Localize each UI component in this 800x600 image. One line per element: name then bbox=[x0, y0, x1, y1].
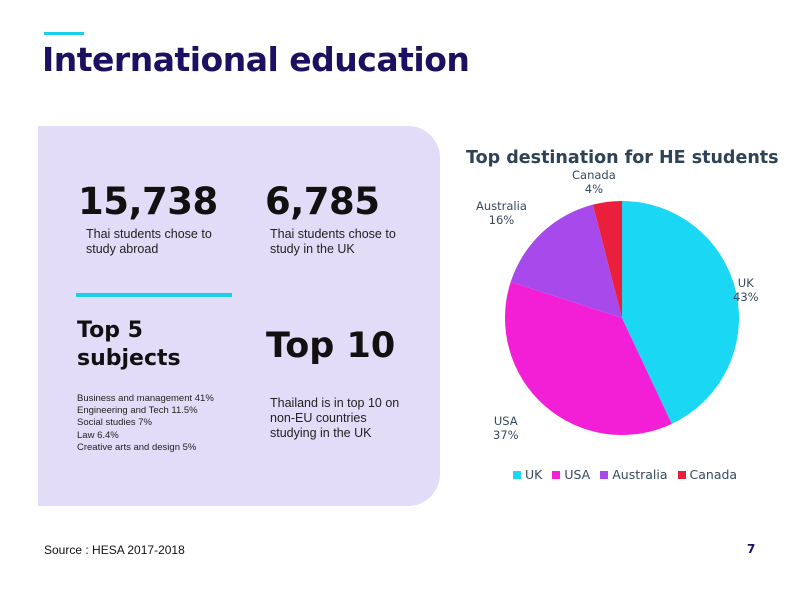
legend-item-australia: Australia bbox=[600, 467, 668, 482]
slice-percent: 43% bbox=[733, 290, 759, 304]
slice-percent: 16% bbox=[488, 213, 515, 227]
legend-swatch bbox=[513, 470, 521, 479]
slice-label-australia: Australia 16% bbox=[476, 199, 527, 227]
stat-abroad-description: Thai students chose to study abroad bbox=[86, 227, 212, 256]
legend-swatch bbox=[677, 470, 686, 479]
stat-uk-description: Thai students chose to study in the UK bbox=[270, 227, 396, 256]
slice-name: Australia bbox=[476, 199, 527, 213]
source-note: Source : HESA 2017-2018 bbox=[44, 543, 185, 557]
stat-abroad-value: 15,738 bbox=[78, 180, 218, 223]
section-divider bbox=[76, 293, 232, 297]
chart-legend: UK USA Australia Canada bbox=[513, 467, 737, 482]
subject-item: Creative arts and design 5% bbox=[77, 441, 197, 453]
slice-label-uk: UK 43% bbox=[733, 276, 759, 304]
legend-label: UK bbox=[525, 467, 543, 482]
legend-swatch bbox=[552, 470, 561, 479]
subjects-list: Business and management 41% Engineering … bbox=[77, 393, 267, 454]
legend-label: USA bbox=[564, 467, 591, 482]
slice-name: Canada bbox=[572, 168, 616, 182]
legend-item-usa: USA bbox=[552, 467, 590, 482]
pie-slice-canada bbox=[592, 201, 622, 318]
title-accent-line bbox=[44, 32, 84, 35]
top10-description: Thailand is in top 10 on non-EU countrie… bbox=[270, 396, 400, 440]
stats-panel bbox=[38, 126, 440, 506]
top10-heading: Top 10 bbox=[266, 326, 396, 366]
slice-percent: 4% bbox=[584, 182, 603, 196]
pie-slice-usa bbox=[505, 281, 672, 435]
pie-slice-australia bbox=[510, 204, 622, 318]
subject-item: Business and management 41% bbox=[77, 393, 214, 404]
legend-label: Canada bbox=[689, 467, 738, 482]
page-title: International education bbox=[42, 40, 470, 79]
subject-item: Law 6.4% bbox=[77, 429, 119, 441]
subject-item: Social studies 7% bbox=[77, 417, 152, 429]
slice-name: USA bbox=[493, 414, 518, 428]
subject-item: Engineering and Tech 11.5% bbox=[77, 405, 198, 417]
slice-percent: 37% bbox=[493, 428, 519, 442]
pie-slice-uk bbox=[622, 201, 739, 424]
page-number: 7 bbox=[747, 542, 756, 556]
legend-item-canada: Canada bbox=[677, 467, 738, 482]
slice-label-usa: USA 37% bbox=[493, 414, 519, 442]
slice-name: UK bbox=[737, 276, 754, 290]
slice-label-canada: Canada 4% bbox=[572, 168, 616, 196]
legend-swatch bbox=[600, 470, 609, 479]
legend-label: Australia bbox=[612, 467, 668, 482]
top-subjects-heading: Top 5 subjects bbox=[77, 318, 181, 371]
chart-title: Top destination for HE students bbox=[466, 148, 779, 168]
stat-uk-value: 6,785 bbox=[265, 180, 380, 223]
legend-item-uk: UK bbox=[513, 467, 542, 482]
